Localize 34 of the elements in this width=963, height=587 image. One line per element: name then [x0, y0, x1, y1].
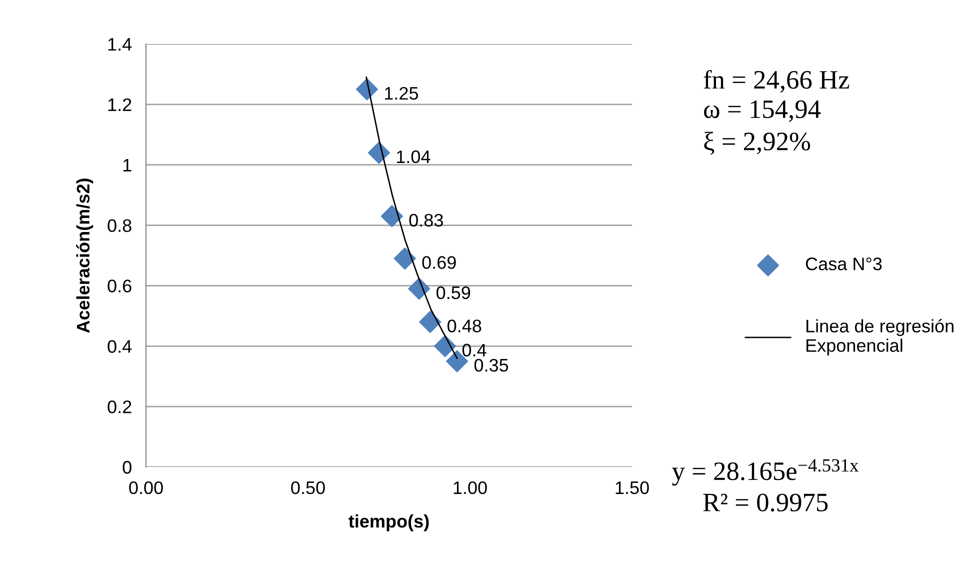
x-tick-label: 1.00 [454, 481, 487, 494]
text: ξ = 2,92% [704, 132, 810, 155]
point [394, 248, 416, 270]
text: ω = 154,94 [704, 100, 821, 122]
point [380, 205, 403, 228]
data-label: 0.4 [462, 344, 486, 357]
data-label: 0.59 [436, 286, 470, 300]
y-tick-label: 0.8 [108, 219, 132, 232]
data-label: 1.04 [397, 150, 430, 164]
y-tick-label: 0.2 [108, 400, 132, 414]
legend-label: Linea de regresión Exponencial [806, 319, 954, 356]
x-tick-label: 0.00 [129, 481, 163, 494]
point [408, 278, 430, 300]
data-label: 0.48 [448, 320, 482, 332]
data-label: 0.35 [474, 358, 508, 372]
text: R² = 0.9975 [703, 494, 828, 512]
x-tick-label: 0.50 [291, 481, 325, 494]
point [419, 310, 442, 333]
y-tick-label: 0.6 [108, 280, 132, 292]
point [434, 335, 456, 358]
y-axis-title: Aceleración(m/s2) [76, 178, 94, 333]
data-label: 0.83 [409, 214, 443, 227]
y-tick-label: 1.4 [108, 38, 132, 51]
legend-label: Casa N°3 [806, 258, 882, 270]
text: y = 28.165e$^{−4.531x}$ [672, 459, 859, 486]
x-tick-label: 1.50 [616, 481, 649, 494]
x-axis-title: tiempo(s) [348, 514, 429, 532]
y-tick-label: 1 [123, 158, 132, 172]
text: fn = 24,66 Hz [704, 70, 850, 93]
y-tick-label: 1.2 [108, 98, 132, 111]
y-tick-label: 0.4 [108, 340, 132, 353]
y-tick-label: 0 [122, 460, 132, 474]
data-label: 0.69 [422, 256, 456, 269]
data-label: 1.25 [385, 86, 418, 100]
